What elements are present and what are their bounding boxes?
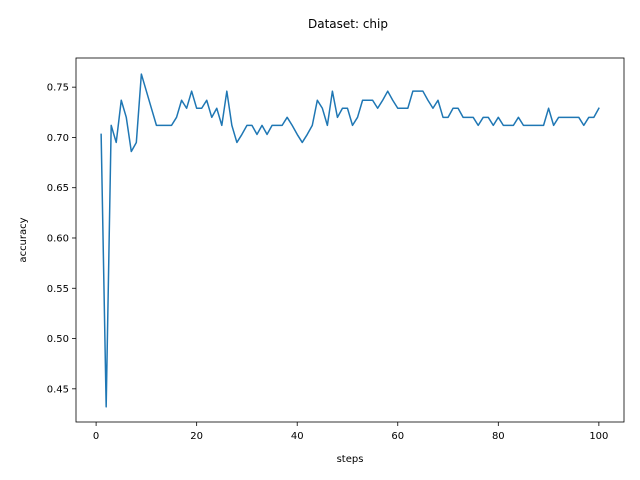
y-tick-label: 0.75	[47, 83, 69, 94]
x-tick-label: 60	[391, 431, 404, 442]
plot-area	[100, 73, 600, 408]
x-tick-label: 20	[190, 431, 203, 442]
y-tick-label: 0.70	[47, 133, 69, 144]
x-tick-label: 0	[93, 431, 99, 442]
chart-title: Dataset: chip	[308, 17, 388, 31]
y-tick-label: 0.50	[47, 334, 69, 345]
axes-frame	[75, 57, 625, 423]
x-tick-label: 40	[291, 431, 304, 442]
x-axis-label: steps	[337, 454, 364, 465]
y-tick-label: 0.45	[47, 384, 69, 395]
x-tick-label: 100	[589, 431, 608, 442]
x-axis-ticks: 0 20 40 60 80 100	[93, 422, 608, 442]
y-tick-label: 0.65	[47, 183, 69, 194]
y-axis-ticks: 0.45 0.50 0.55 0.60 0.65 0.70 0.75	[47, 83, 76, 395]
x-tick-label: 80	[492, 431, 505, 442]
y-axis-label: accuracy	[18, 217, 29, 262]
series-line	[100, 73, 600, 408]
y-tick-label: 0.60	[47, 233, 69, 244]
y-tick-label: 0.55	[47, 284, 69, 295]
